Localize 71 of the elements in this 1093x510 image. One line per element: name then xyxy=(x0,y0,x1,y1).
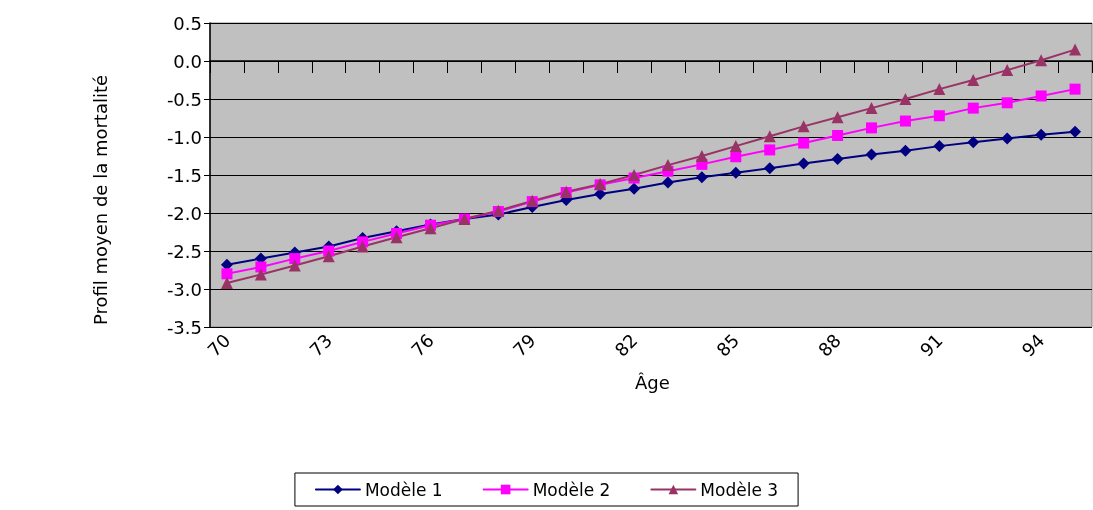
point xyxy=(254,268,267,281)
point xyxy=(831,153,844,166)
x-tick-label: 94 xyxy=(1017,329,1049,361)
point xyxy=(798,137,810,149)
point xyxy=(289,253,301,265)
point xyxy=(730,151,742,163)
legend-label: Modèle 3 xyxy=(700,479,779,500)
point xyxy=(221,268,233,280)
x-tick-label: 79 xyxy=(508,329,540,361)
point xyxy=(695,150,708,162)
point xyxy=(1001,64,1014,77)
point xyxy=(899,115,911,127)
point xyxy=(866,122,877,134)
legend-label: Modèle 1 xyxy=(364,479,443,500)
x-tick-label: 70 xyxy=(203,329,235,361)
point xyxy=(763,162,776,175)
y-tick-label: -1.0 xyxy=(166,126,202,148)
point xyxy=(899,93,912,105)
point xyxy=(255,261,267,273)
y-axis-title: Profil moyen de la mortalité xyxy=(89,74,111,326)
point xyxy=(288,259,301,272)
point xyxy=(1001,132,1014,145)
point xyxy=(831,111,844,124)
point xyxy=(1069,125,1082,138)
point xyxy=(933,140,946,153)
point xyxy=(729,166,742,179)
point xyxy=(1069,83,1081,95)
point xyxy=(899,144,912,157)
point xyxy=(1035,54,1048,67)
point xyxy=(390,231,403,244)
point xyxy=(661,159,674,172)
point xyxy=(424,222,437,235)
point xyxy=(933,110,945,122)
y-tick-label: 0.5 xyxy=(173,12,202,34)
x-tick-label: 76 xyxy=(406,329,438,361)
y-tick-label: -0.5 xyxy=(166,88,202,110)
point xyxy=(933,83,946,96)
point xyxy=(1001,97,1013,109)
y-tick-label: -3.0 xyxy=(166,278,202,300)
point xyxy=(967,136,980,149)
y-tick-label: 0.0 xyxy=(173,50,202,72)
point xyxy=(797,120,810,133)
point xyxy=(628,182,641,195)
x-tick-label: 91 xyxy=(915,329,947,361)
point xyxy=(356,240,369,253)
legend-label: Modèle 2 xyxy=(532,479,611,500)
y-tick-label: -2.0 xyxy=(166,202,202,224)
y-tick-label: -2.5 xyxy=(166,240,202,262)
x-tick-label: 82 xyxy=(610,329,642,361)
point xyxy=(763,130,776,143)
x-axis-title: Âge xyxy=(635,371,670,393)
point xyxy=(832,129,844,141)
point xyxy=(729,140,742,153)
point xyxy=(695,171,708,184)
point xyxy=(322,250,335,263)
point xyxy=(1069,43,1082,56)
x-tick-label: 85 xyxy=(712,329,744,361)
point xyxy=(865,148,878,161)
y-tick-label: -3.5 xyxy=(166,316,202,338)
y-tick-label: -1.5 xyxy=(166,164,202,186)
point xyxy=(220,276,233,289)
point xyxy=(1035,90,1047,102)
point xyxy=(797,157,810,170)
point xyxy=(865,102,878,115)
point xyxy=(967,102,979,114)
x-tick-label: 73 xyxy=(305,329,337,361)
point xyxy=(661,176,674,189)
point xyxy=(1035,128,1048,141)
point xyxy=(967,74,980,86)
point xyxy=(764,144,776,156)
x-tick-label: 88 xyxy=(813,329,845,361)
